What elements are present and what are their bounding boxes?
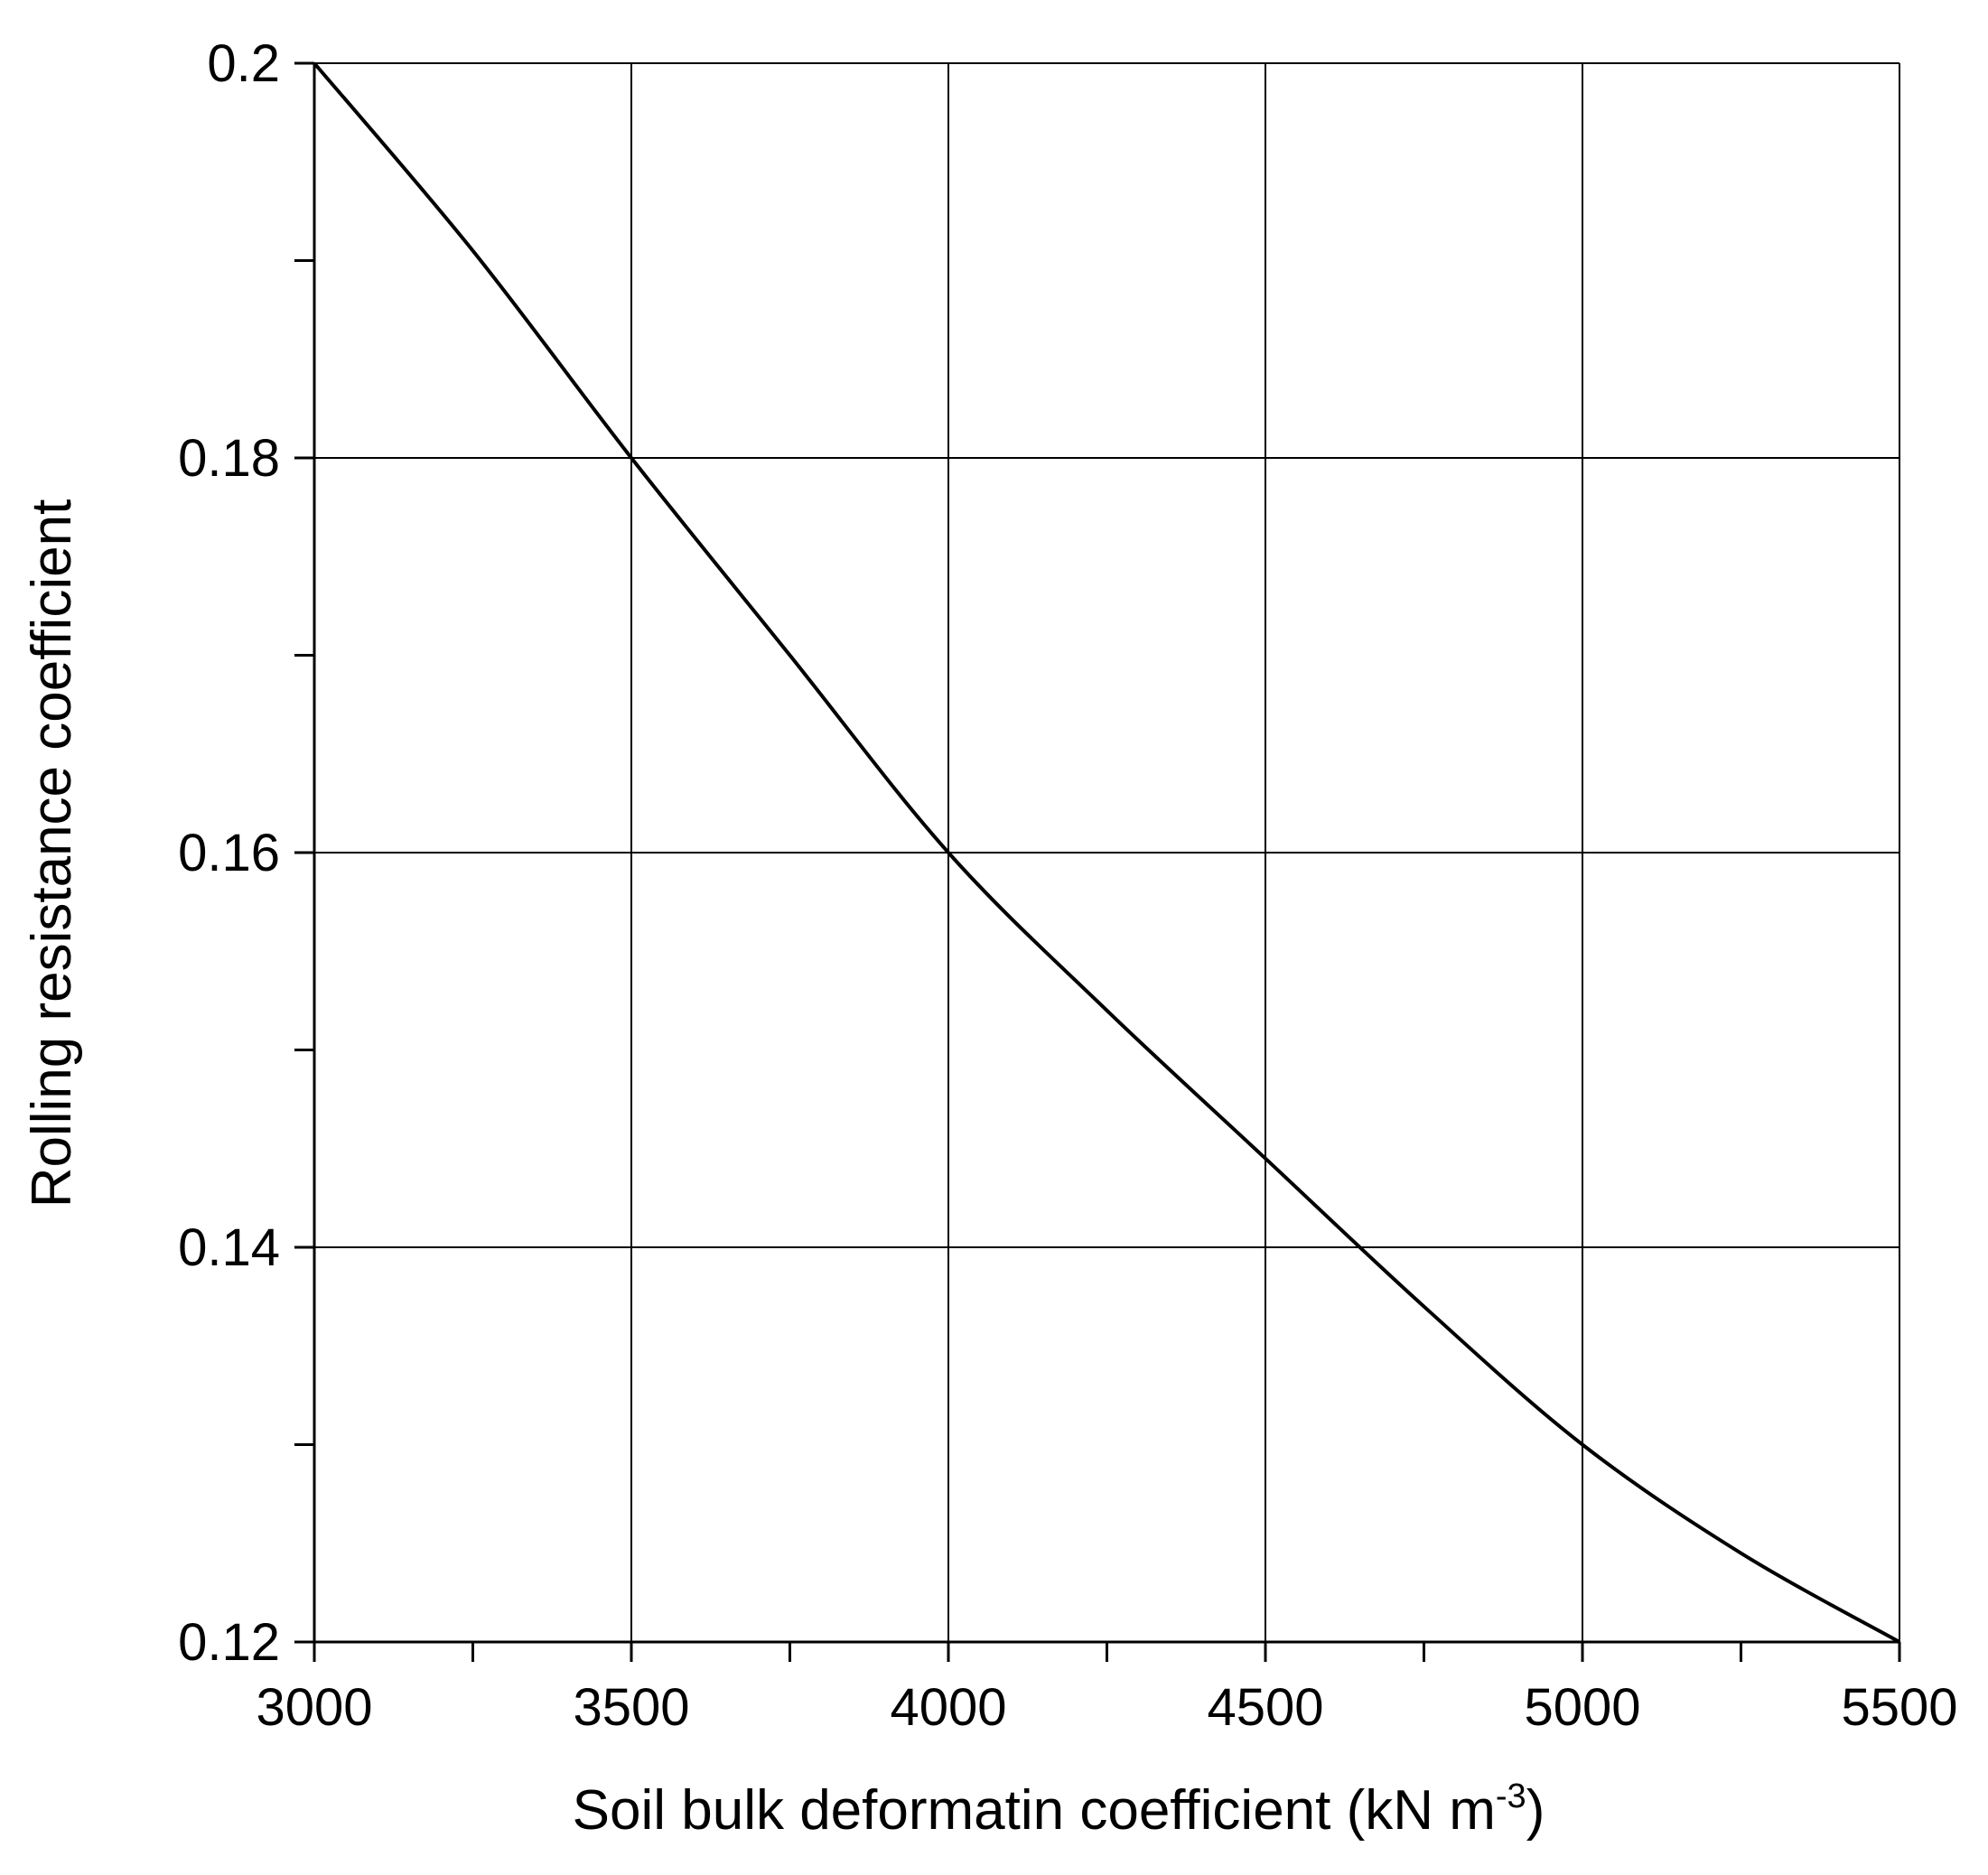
series-line [313,61,1900,1644]
axis-ticks: 3000 3500 4000 4500 5000 5500 0.12 0.14 0.16 0.18… [178,34,1957,1737]
x-tick-label: 3000 [256,1678,372,1737]
y-axis-label: Rolling resistance coefficient [21,499,83,1208]
grid-lines [314,62,1900,1642]
x-tick-label: 3500 [573,1678,689,1737]
y-tick-label: 0.12 [178,1613,280,1672]
series-layer [313,61,1900,1644]
y-tick-label: 0.16 [178,824,280,882]
y-tick-label: 0.18 [178,429,280,488]
y-tick-label: 0.2 [207,34,280,93]
y-tick-label: 0.14 [178,1218,280,1277]
x-tick-label: 4500 [1207,1678,1323,1737]
x-tick-label: 5500 [1841,1678,1957,1737]
x-axis-label-superscript: -3 [1496,1777,1526,1815]
axis-labels: Soil bulk deformatin coefficient (kN m-3… [21,499,1545,1842]
x-tick-label: 4000 [890,1678,1006,1737]
x-axis-label: Soil bulk deformatin coefficient (kN m-3… [573,1777,1545,1842]
x-axis-label-suffix: ) [1526,1779,1545,1842]
x-tick-label: 5000 [1524,1678,1640,1737]
